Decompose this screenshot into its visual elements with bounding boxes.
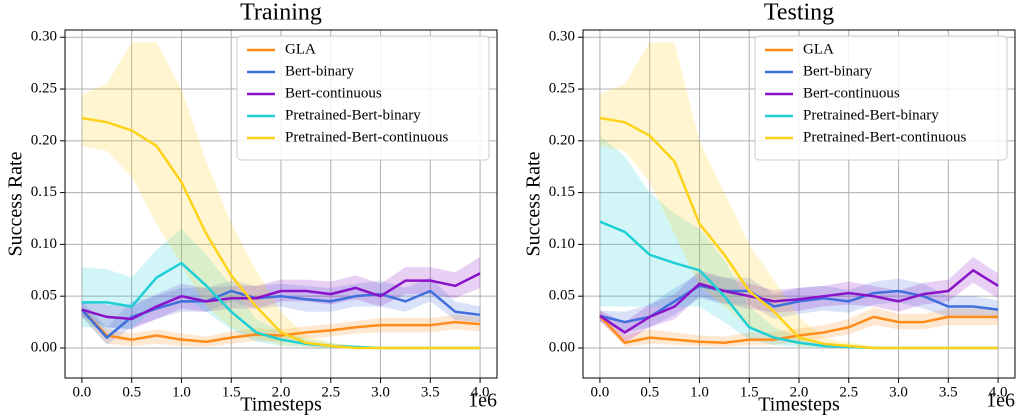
y-tick-label: 0.25 xyxy=(31,80,57,96)
legend-box xyxy=(236,35,490,161)
band xyxy=(81,228,481,348)
y-tick-label: 0.20 xyxy=(31,132,57,148)
band xyxy=(599,273,999,333)
series-line xyxy=(599,284,999,324)
x-tick-label: 0.5 xyxy=(122,384,141,400)
x-tick-label: 4.0 xyxy=(989,384,1008,400)
y-tick-label: 0.10 xyxy=(549,236,575,252)
x-tick-label: 3.5 xyxy=(939,384,958,400)
x-tick-label: 3.0 xyxy=(371,384,390,400)
x-tick-label: 1.0 xyxy=(172,384,191,400)
y-tick-label: 0.30 xyxy=(549,29,575,45)
axes-frame xyxy=(582,29,1016,379)
legend-box xyxy=(754,35,1008,161)
chart-title: Training xyxy=(240,0,322,26)
x-tick-label: 1.5 xyxy=(222,384,241,400)
x-tick-label: 3.5 xyxy=(421,384,440,400)
x-tick-label: 2.5 xyxy=(839,384,858,400)
series-line xyxy=(599,269,999,334)
legend-label: Pretrained-Bert-continuous xyxy=(285,129,448,145)
y-tick-label: 0.15 xyxy=(549,184,575,200)
series-line xyxy=(81,116,481,350)
legend-label: GLA xyxy=(803,41,834,57)
legend-label: Pretrained-Bert-binary xyxy=(285,107,421,123)
chart-title: Testing xyxy=(764,0,834,26)
y-tick-label: 0.25 xyxy=(549,80,575,96)
x-offset-label: 1e6 xyxy=(468,390,497,412)
y-tick-label: 0.00 xyxy=(31,339,57,355)
y-tick-label: 0.05 xyxy=(31,288,57,304)
legend-label: Bert-continuous xyxy=(285,85,382,101)
legend-label: GLA xyxy=(285,41,316,57)
legend-label: Pretrained-Bert-continuous xyxy=(803,129,966,145)
plot-area xyxy=(80,42,481,350)
x-tick-label: 1.5 xyxy=(740,384,759,400)
y-axis-label: Success Rate xyxy=(5,151,27,256)
y-tick-label: 0.10 xyxy=(31,236,57,252)
x-tick-label: 0.5 xyxy=(640,384,659,400)
x-axis-label: Timesteps xyxy=(240,394,322,416)
x-offset-label: 1e6 xyxy=(986,390,1015,412)
x-tick-label: 3.0 xyxy=(889,384,908,400)
y-tick-label: 0.15 xyxy=(31,184,57,200)
series-line xyxy=(81,308,481,343)
legend: GLA Bert-binary Bert-continuous Pretrained-… xyxy=(236,35,490,161)
band xyxy=(81,256,481,330)
x-tick-label: 2.5 xyxy=(321,384,340,400)
subplot: 0.00 0.05 0.10 0.15 0.20 0.25 0.30 0.0 0.5 1.0 1.5… xyxy=(5,0,498,416)
x-tick-label: 2.0 xyxy=(272,384,291,400)
plot-area xyxy=(599,42,999,350)
y-axis-label: Success Rate xyxy=(523,151,545,256)
subplot: 0.00 0.05 0.10 0.15 0.20 0.25 0.30 0.0 0.5 1.0 1.5… xyxy=(523,0,1016,416)
legend: GLA Bert-binary Bert-continuous Pretrained-… xyxy=(754,35,1008,161)
legend-label: Bert-binary xyxy=(803,63,873,79)
axes-frame xyxy=(64,29,498,379)
x-axis-label: Timesteps xyxy=(758,394,840,416)
legend-label: Bert-continuous xyxy=(803,85,900,101)
y-tick-label: 0.30 xyxy=(31,29,57,45)
legend-label: Pretrained-Bert-binary xyxy=(803,107,939,123)
band xyxy=(81,306,481,347)
y-tick-label: 0.05 xyxy=(549,288,575,304)
y-tick-label: 0.00 xyxy=(549,339,575,355)
x-tick-label: 0.0 xyxy=(73,384,92,400)
series-line xyxy=(599,315,999,345)
x-tick-label: 1.0 xyxy=(690,384,709,400)
x-tick-label: 4.0 xyxy=(471,384,490,400)
legend-label: Bert-binary xyxy=(285,63,355,79)
x-tick-label: 2.0 xyxy=(790,384,809,400)
band xyxy=(81,42,481,348)
x-tick-label: 0.0 xyxy=(591,384,610,400)
series-line xyxy=(81,272,481,321)
series-line xyxy=(599,116,999,350)
y-tick-label: 0.20 xyxy=(549,132,575,148)
band xyxy=(599,307,999,347)
band xyxy=(599,135,999,348)
